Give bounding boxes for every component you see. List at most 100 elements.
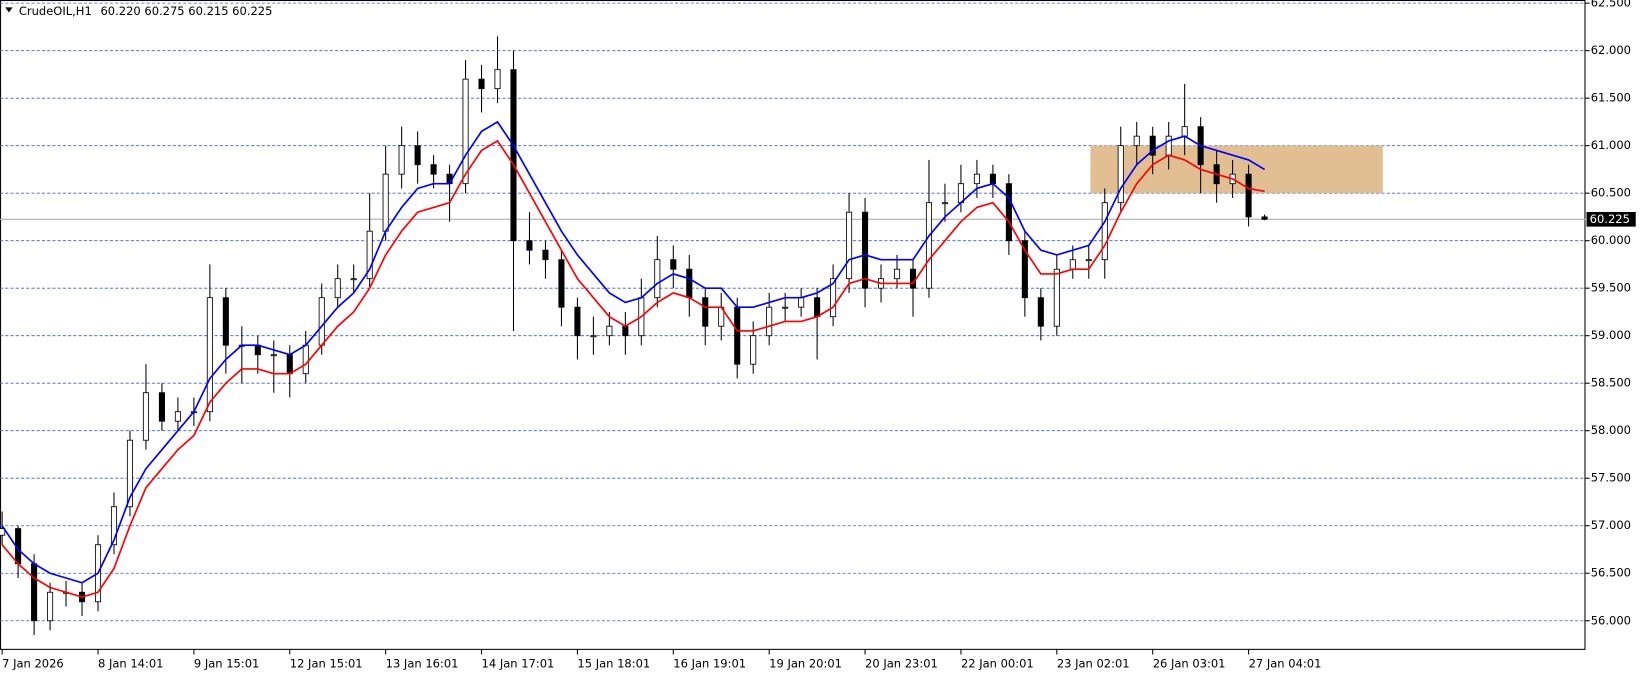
x-tick-label: 9 Jan 15:01 <box>194 656 260 670</box>
candle-body <box>1149 135 1156 156</box>
x-tick-label: 14 Jan 17:01 <box>482 656 555 670</box>
x-tick-label: 20 Jan 23:01 <box>865 656 938 670</box>
y-tick-label: 59.500 <box>1591 281 1631 295</box>
candle-body <box>1021 240 1028 299</box>
candle-body <box>798 297 805 308</box>
candle-body <box>670 259 677 270</box>
candle-body <box>366 230 373 280</box>
x-tick-label: 19 Jan 20:01 <box>769 656 842 670</box>
candle-body <box>862 211 869 289</box>
y-tick-label: 56.500 <box>1591 566 1631 580</box>
candle-body <box>909 268 917 289</box>
candle-body <box>462 78 469 185</box>
candle-body <box>734 306 741 365</box>
moving-average <box>1 139 1265 598</box>
candle-body <box>398 145 405 175</box>
y-tick-label: 59.000 <box>1591 328 1631 342</box>
candle-body <box>0 528 6 536</box>
candle-body <box>206 297 213 413</box>
candle-body <box>925 202 933 289</box>
candle-body <box>654 259 661 299</box>
candle-body <box>622 325 629 337</box>
y-tick-label: 62.500 <box>1591 0 1631 10</box>
candle-body <box>1037 297 1044 327</box>
candle-body <box>334 278 341 299</box>
candle-body <box>1053 268 1060 327</box>
candle-body <box>414 145 421 166</box>
menu-arrow[interactable] <box>5 7 13 13</box>
candle-body <box>318 297 325 346</box>
candle-body <box>782 306 789 309</box>
candle-body <box>382 173 389 232</box>
y-tick-label: 58.500 <box>1591 376 1631 390</box>
candle-body <box>494 69 501 90</box>
candle-body <box>158 392 165 422</box>
candle-body <box>1117 145 1124 204</box>
candle-body <box>814 297 821 318</box>
candle-body <box>1069 259 1076 270</box>
ohlc-text: 60.220 60.275 60.215 60.225 <box>101 4 273 18</box>
candle-body <box>606 325 613 337</box>
marks <box>0 36 1586 636</box>
candle-body <box>1005 183 1012 242</box>
candle-body <box>526 240 533 251</box>
candle-body <box>302 344 309 375</box>
x-tick-label: 16 Jan 19:01 <box>673 656 746 670</box>
y-tick-label: 60.500 <box>1591 186 1631 200</box>
x-tick-label: 7 Jan 2026 <box>2 656 64 670</box>
candle-body <box>126 439 134 508</box>
x-tick-label: 26 Jan 03:01 <box>1153 656 1226 670</box>
y-tick-label: 56.000 <box>1591 613 1631 627</box>
candle-body <box>510 69 517 242</box>
candle-body <box>941 202 948 205</box>
symbol: CrudeOIL,H1 <box>19 4 92 18</box>
candle-body <box>1165 135 1172 156</box>
x-tick-label: 22 Jan 00:01 <box>961 656 1034 670</box>
candle-body <box>1133 135 1140 147</box>
candle-body <box>1181 126 1188 137</box>
candle-body <box>1261 216 1268 220</box>
y-tick-label: 58.000 <box>1591 423 1631 437</box>
candle-body <box>1085 259 1092 262</box>
zone <box>1090 145 1383 194</box>
y-tick-label: 57.500 <box>1591 471 1631 485</box>
x-tick-label: 13 Jan 16:01 <box>386 656 459 670</box>
candle-body <box>270 354 277 357</box>
last-price-label: 60.225 <box>1590 212 1630 226</box>
candle-body <box>222 297 229 346</box>
candle-body <box>893 268 901 280</box>
plot-frame <box>0 0 1586 650</box>
candle-body <box>110 506 118 546</box>
candle-body <box>830 278 837 318</box>
y-tick-label: 57.000 <box>1591 518 1631 532</box>
candle-body <box>1101 202 1108 261</box>
y-tick-label: 61.500 <box>1591 91 1631 105</box>
candle-body <box>973 173 980 185</box>
candle-body <box>558 259 565 308</box>
candle-body <box>989 173 996 185</box>
candle-body <box>750 335 757 365</box>
candle-body <box>254 344 261 356</box>
candle-body <box>47 591 54 622</box>
candle-body <box>286 354 293 375</box>
candle-body <box>174 411 181 422</box>
y-tick-label: 60.000 <box>1591 233 1631 247</box>
candle-body <box>1245 173 1252 218</box>
y-tick-label: 62.000 <box>1591 43 1631 57</box>
candle-body <box>702 297 709 327</box>
x-tick-label: 23 Jan 02:01 <box>1057 656 1130 670</box>
grid <box>0 2 1590 622</box>
x-tick-label: 15 Jan 18:01 <box>577 656 650 670</box>
candle-body <box>846 211 853 280</box>
x-tick-label: 12 Jan 15:01 <box>290 656 363 670</box>
candle-body <box>766 306 773 337</box>
candle-body <box>542 249 549 261</box>
moving-average <box>1 120 1265 584</box>
candle-body <box>142 392 149 441</box>
candle-body <box>31 563 38 622</box>
x-tick-label: 8 Jan 14:01 <box>98 656 163 670</box>
last-price-box <box>1586 211 1636 227</box>
candle-body <box>957 183 964 204</box>
candle-body <box>430 164 437 175</box>
